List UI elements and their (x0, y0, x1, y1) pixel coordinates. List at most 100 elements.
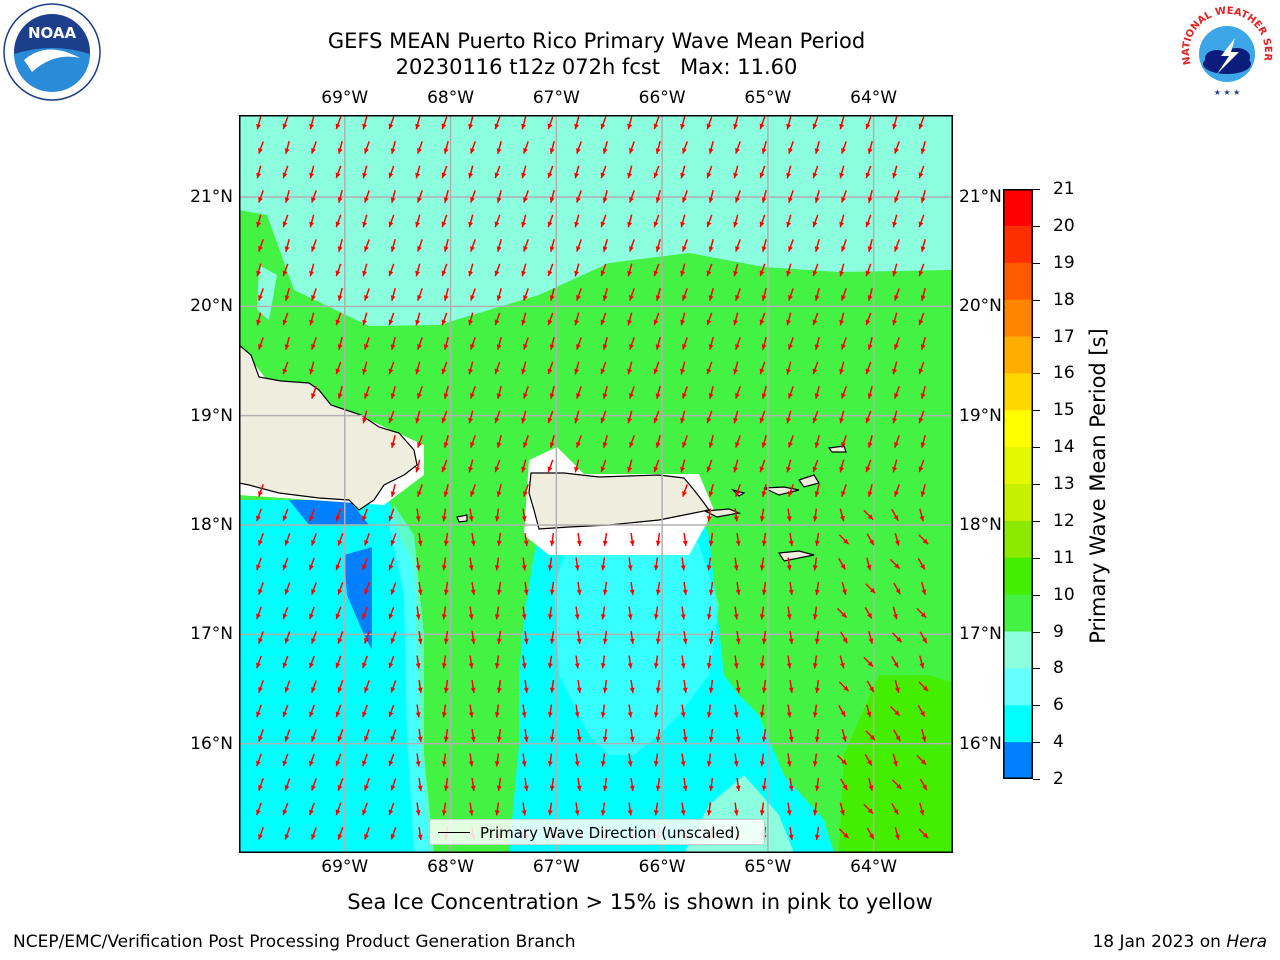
st-thomas-island (763, 486, 800, 496)
wave-arrow (629, 337, 635, 350)
wave-arrow (390, 533, 397, 546)
wave-arrow (865, 730, 876, 741)
wave-arrow (788, 288, 794, 301)
wave-arrow (468, 704, 474, 718)
wave-arrow (600, 606, 606, 620)
wave-arrow (680, 459, 686, 473)
wave-arrow (415, 214, 421, 228)
wave-arrow (867, 386, 873, 399)
longitude-label: 65°W (744, 88, 792, 108)
wave-arrow (523, 581, 529, 596)
wave-arrow (733, 459, 739, 473)
wave-arrow (600, 361, 607, 375)
wave-arrow (549, 581, 555, 596)
wave-arrow (574, 704, 580, 718)
wave-arrow (682, 777, 688, 792)
latitude-label: 21°N (190, 187, 233, 207)
noaa-logo-text: NOAA (28, 24, 77, 42)
wave-arrow (390, 337, 396, 350)
wave-arrow (682, 532, 688, 547)
wave-arrow (600, 312, 607, 326)
wave-arrow (335, 753, 342, 767)
wave-arrow (602, 386, 608, 399)
wave-arrow (682, 728, 688, 743)
wave-arrow (309, 606, 315, 620)
wave-arrow (547, 214, 554, 228)
wave-arrow (708, 288, 714, 301)
wave-arrow (521, 312, 527, 326)
wave-arrow (311, 729, 317, 742)
wave-arrow (547, 410, 554, 424)
wave-arrow (759, 116, 766, 130)
wave-arrow (786, 214, 792, 228)
wave-arrow (574, 655, 580, 669)
wave-arrow (863, 509, 874, 521)
wave-arrow (602, 190, 608, 203)
wave-arrow (417, 484, 423, 497)
wave-arrow (706, 116, 713, 130)
colorbar-tick-label: 13 (1053, 474, 1075, 494)
wave-arrow (470, 190, 476, 203)
wave-arrow (653, 557, 659, 571)
colorbar-tick-mark (1033, 594, 1040, 596)
wave-arrow (284, 582, 291, 595)
colorbar-tick-label: 12 (1053, 510, 1075, 531)
wave-arrow (362, 508, 368, 522)
wave-arrow (417, 386, 423, 399)
wave-arrow (256, 165, 262, 179)
sea-ice-note: Sea Ice Concentration > 15% is shown in … (347, 890, 933, 914)
wave-arrow (918, 116, 925, 130)
wave-arrow (441, 557, 447, 571)
latitude-label: 18°N (190, 515, 233, 535)
wave-arrow (284, 533, 291, 546)
wave-arrow (867, 337, 873, 350)
wave-arrow (309, 312, 315, 326)
wave-arrow (653, 312, 660, 326)
wave-arrow (600, 655, 606, 669)
wave-arrow (309, 214, 315, 228)
wave-arrow (523, 386, 529, 399)
wave-arrow (574, 459, 580, 473)
wave-arrow (337, 337, 343, 350)
wave-arrow (417, 435, 423, 448)
wave-arrow (759, 214, 766, 228)
mona-island (456, 514, 468, 523)
wave-arrow (282, 214, 289, 228)
wave-arrow (549, 190, 555, 203)
wave-arrow (600, 214, 607, 228)
wave-arrow (470, 484, 476, 497)
wave-arrow (417, 826, 423, 841)
wave-arrow (417, 141, 423, 154)
wave-arrow (733, 263, 739, 277)
wave-arrow (494, 165, 501, 179)
wave-arrow (706, 361, 713, 375)
wave-arrow (390, 190, 396, 203)
wave-arrow (521, 263, 527, 277)
wave-arrow (468, 312, 474, 326)
wave-arrow (655, 679, 661, 694)
wave-arrow (390, 729, 397, 742)
wave-arrow (735, 386, 741, 399)
wave-arrow (523, 288, 529, 301)
wave-arrow (733, 606, 739, 620)
svg-text:★ ★ ★: ★ ★ ★ (1214, 88, 1241, 97)
nws-logo: NATIONAL WEATHER SERVICE ★ ★ ★ (1177, 2, 1274, 99)
wave-arrow (443, 190, 449, 203)
wave-arrow (364, 288, 370, 301)
wave-arrow (889, 705, 901, 717)
colorbar-tick-label: 6 (1053, 695, 1064, 716)
wave-arrow (468, 802, 474, 816)
wave-arrow (759, 508, 765, 522)
wave-arrow (258, 484, 264, 497)
wave-arrow (574, 263, 580, 277)
colorbar-tick-mark (1033, 373, 1040, 375)
wave-arrow (761, 239, 767, 252)
colorbar-tick-label: 9 (1053, 621, 1064, 642)
wave-arrow (759, 802, 765, 816)
wave-arrow (812, 753, 818, 767)
wave-arrow (841, 435, 847, 448)
wave-arrow (655, 630, 661, 645)
wave-arrow (814, 190, 820, 203)
legend-line-icon (438, 832, 470, 833)
wave-arrow (441, 214, 448, 228)
